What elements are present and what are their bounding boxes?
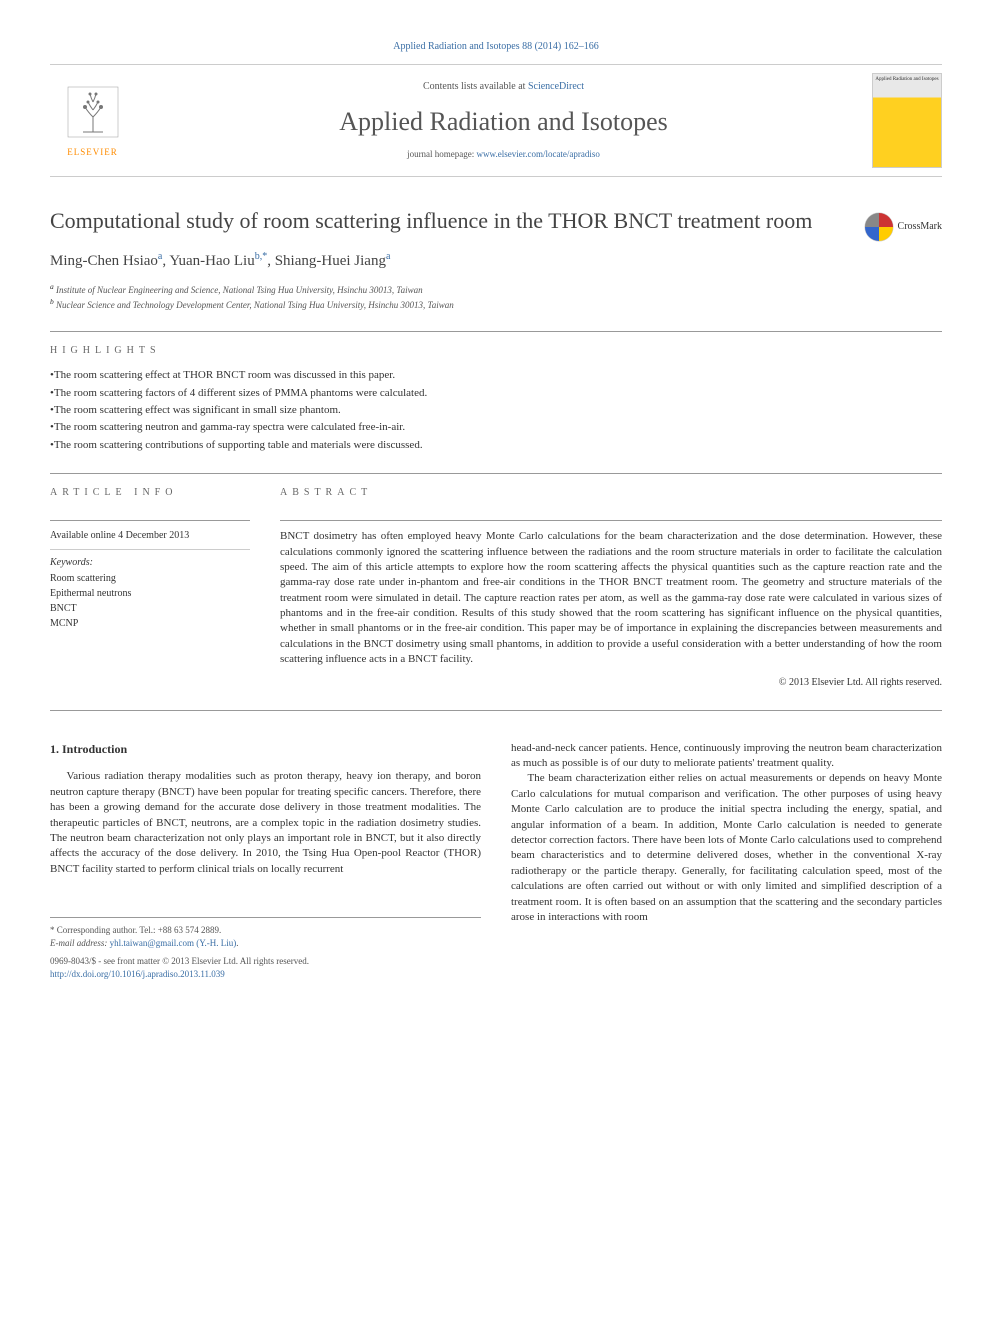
journal-banner: ELSEVIER Contents lists available at Sci… bbox=[50, 64, 942, 177]
article-info-panel: Available online 4 December 2013 Keyword… bbox=[50, 520, 250, 690]
info-abstract-row: Available online 4 December 2013 Keyword… bbox=[50, 520, 942, 711]
body-p1: Various radiation therapy modalities suc… bbox=[50, 769, 481, 877]
highlight-item: The room scattering effect was significa… bbox=[50, 403, 942, 418]
email-suffix: . bbox=[236, 938, 238, 948]
email-link[interactable]: yhl.taiwan@gmail.com (Y.-H. Liu) bbox=[110, 938, 237, 948]
body-p0: head-and-neck cancer patients. Hence, co… bbox=[511, 741, 942, 772]
footer-bottom: 0969-8043/$ - see front matter © 2013 El… bbox=[50, 955, 481, 980]
author-3-aff: a bbox=[386, 251, 390, 262]
highlights-heading: HIGHLIGHTS bbox=[50, 344, 942, 358]
cover-title: Applied Radiation and Isotopes bbox=[873, 74, 941, 85]
author-2[interactable]: , Yuan-Hao Liu bbox=[162, 253, 254, 269]
homepage-link[interactable]: www.elsevier.com/locate/apradiso bbox=[477, 149, 600, 159]
issn-line: 0969-8043/$ - see front matter © 2013 El… bbox=[50, 955, 481, 968]
abstract-panel: BNCT dosimetry has often employed heavy … bbox=[280, 520, 942, 690]
journal-info: Contents lists available at ScienceDirec… bbox=[135, 80, 872, 161]
email-label: E-mail address: bbox=[50, 938, 110, 948]
contents-text: Contents lists available at bbox=[423, 81, 528, 92]
keyword: BNCT bbox=[50, 602, 250, 616]
article-title: Computational study of room scattering i… bbox=[50, 207, 844, 236]
highlight-item: The room scattering factors of 4 differe… bbox=[50, 386, 942, 401]
publisher-name: ELSEVIER bbox=[67, 146, 118, 159]
abstract-text: BNCT dosimetry has often employed heavy … bbox=[280, 529, 942, 668]
abstract-heading: ABSTRACT bbox=[280, 486, 942, 500]
footer-notes: * Corresponding author. Tel.: +88 63 574… bbox=[50, 917, 481, 949]
running-head-link[interactable]: Applied Radiation and Isotopes 88 (2014)… bbox=[393, 41, 599, 52]
body-two-column: 1. Introduction Various radiation therap… bbox=[50, 741, 942, 981]
elsevier-tree-icon bbox=[63, 82, 123, 142]
body-paragraph: head-and-neck cancer patients. Hence, co… bbox=[511, 741, 942, 926]
keywords-label: Keywords: bbox=[50, 556, 250, 570]
crossmark-icon bbox=[864, 212, 894, 242]
divider bbox=[50, 473, 942, 474]
body-p2: The beam characterization either relies … bbox=[511, 771, 942, 925]
author-2-aff: b,* bbox=[255, 251, 268, 262]
body-column-left: 1. Introduction Various radiation therap… bbox=[50, 741, 481, 981]
divider bbox=[50, 331, 942, 332]
article-info-heading: ARTICLE INFO bbox=[50, 486, 250, 500]
highlight-item: The room scattering neutron and gamma-ra… bbox=[50, 420, 942, 435]
keyword: Epithermal neutrons bbox=[50, 587, 250, 601]
doi-link[interactable]: http://dx.doi.org/10.1016/j.apradiso.201… bbox=[50, 969, 225, 979]
author-1[interactable]: Ming-Chen Hsiao bbox=[50, 253, 158, 269]
corresponding-author: * Corresponding author. Tel.: +88 63 574… bbox=[50, 924, 481, 937]
contents-list-label: Contents lists available at ScienceDirec… bbox=[135, 80, 872, 94]
author-3[interactable]: , Shiang-Huei Jiang bbox=[267, 253, 386, 269]
title-block: Computational study of room scattering i… bbox=[50, 207, 942, 242]
journal-cover-thumbnail[interactable]: Applied Radiation and Isotopes bbox=[872, 73, 942, 168]
highlight-item: The room scattering contributions of sup… bbox=[50, 438, 942, 453]
highlights-list: The room scattering effect at THOR BNCT … bbox=[50, 368, 942, 453]
authors-line: Ming-Chen Hsiao a , Yuan-Hao Liub,*, Shian… bbox=[50, 250, 942, 272]
affiliations: a Institute of Nuclear Engineering and S… bbox=[50, 282, 942, 311]
available-online-date: Available online 4 December 2013 bbox=[50, 529, 250, 550]
email-line: E-mail address: yhl.taiwan@gmail.com (Y.… bbox=[50, 937, 481, 950]
publisher-logo[interactable]: ELSEVIER bbox=[50, 73, 135, 168]
crossmark-label: CrossMark bbox=[898, 220, 942, 234]
affiliation-b: b Nuclear Science and Technology Develop… bbox=[50, 297, 942, 312]
crossmark-badge[interactable]: CrossMark bbox=[864, 212, 942, 242]
abstract-copyright: © 2013 Elsevier Ltd. All rights reserved… bbox=[280, 676, 942, 690]
keyword: MCNP bbox=[50, 617, 250, 631]
body-paragraph: Various radiation therapy modalities suc… bbox=[50, 769, 481, 877]
section-1-heading: 1. Introduction bbox=[50, 741, 481, 758]
journal-name: Applied Radiation and Isotopes bbox=[135, 104, 872, 140]
keyword: Room scattering bbox=[50, 572, 250, 586]
sciencedirect-link[interactable]: ScienceDirect bbox=[528, 81, 584, 92]
highlight-item: The room scattering effect at THOR BNCT … bbox=[50, 368, 942, 383]
running-head: Applied Radiation and Isotopes 88 (2014)… bbox=[50, 40, 942, 54]
keywords-list: Room scattering Epithermal neutrons BNCT… bbox=[50, 572, 250, 631]
journal-homepage: journal homepage: www.elsevier.com/locat… bbox=[135, 148, 872, 161]
affiliation-a: a Institute of Nuclear Engineering and S… bbox=[50, 282, 942, 297]
body-column-right: head-and-neck cancer patients. Hence, co… bbox=[511, 741, 942, 981]
homepage-label: journal homepage: bbox=[407, 149, 476, 159]
